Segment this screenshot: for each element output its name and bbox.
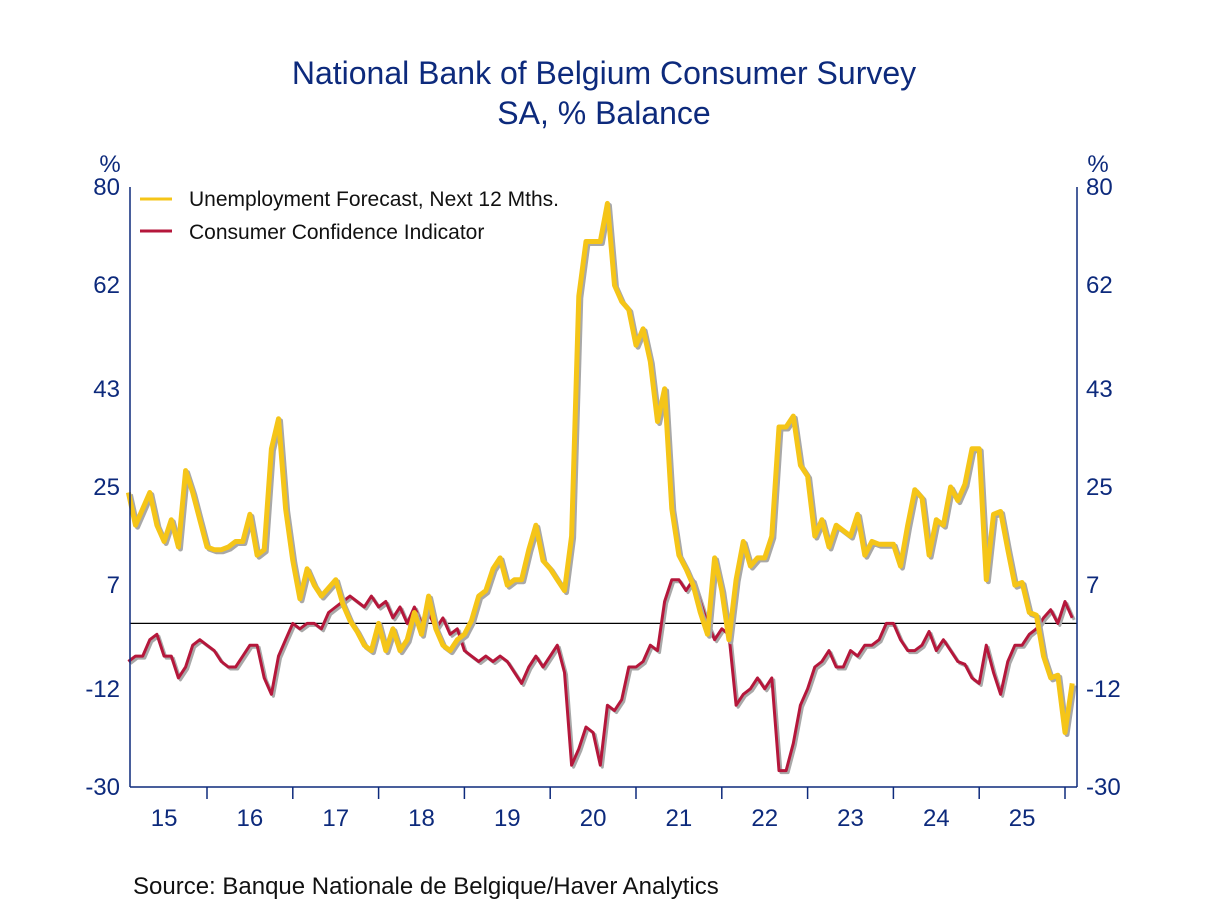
x-tick-label: 25 bbox=[1009, 805, 1036, 832]
series-group bbox=[125, 200, 1077, 775]
y-tick-label-left: 80 bbox=[93, 174, 120, 201]
chart-subtitle: SA, % Balance bbox=[497, 95, 710, 131]
y-tick-label-right: 43 bbox=[1086, 376, 1113, 403]
y-ticks-right: 80 62 43 25 7 -12 -30 bbox=[1086, 174, 1121, 801]
series-line-unemployment-forecast bbox=[125, 200, 1075, 735]
x-ticks: 15 16 17 18 19 20 21 22 23 24 25 bbox=[151, 787, 1066, 832]
y-tick-label-right: 80 bbox=[1086, 174, 1113, 201]
x-tick-label: 24 bbox=[923, 805, 950, 832]
chart-title: National Bank of Belgium Consumer Survey bbox=[292, 55, 916, 91]
x-tick-label: 19 bbox=[494, 805, 521, 832]
x-tick-label: 17 bbox=[322, 805, 349, 832]
y-tick-label-right: -30 bbox=[1086, 774, 1121, 801]
y-tick-label-left: -30 bbox=[85, 774, 120, 801]
y-tick-label-left: 43 bbox=[93, 376, 120, 403]
y-tick-label-left: 62 bbox=[93, 272, 120, 299]
x-tick-label: 18 bbox=[408, 805, 435, 832]
x-tick-label: 16 bbox=[237, 805, 264, 832]
y-tick-label-right: 7 bbox=[1086, 572, 1099, 599]
y-tick-label-left: 25 bbox=[93, 474, 120, 501]
y-axis-right-unit: % bbox=[1087, 151, 1108, 178]
y-axis-left-unit: % bbox=[99, 151, 120, 178]
x-tick-label: 23 bbox=[837, 805, 864, 832]
y-tick-label-right: 62 bbox=[1086, 272, 1113, 299]
series-line-consumer-confidence bbox=[127, 578, 1074, 773]
legend: Unemployment Forecast, Next 12 Mths. Con… bbox=[140, 188, 559, 244]
y-tick-label-right: 25 bbox=[1086, 474, 1113, 501]
legend-label-unemployment: Unemployment Forecast, Next 12 Mths. bbox=[189, 188, 559, 211]
x-tick-label: 15 bbox=[151, 805, 178, 832]
y-ticks-left: 80 62 43 25 7 -12 -30 bbox=[85, 174, 120, 801]
legend-label-confidence: Consumer Confidence Indicator bbox=[189, 221, 484, 244]
x-tick-label: 21 bbox=[666, 805, 693, 832]
y-tick-label-left: 7 bbox=[107, 572, 120, 599]
series-shadow-consumer-confidence bbox=[129, 580, 1076, 775]
y-tick-label-right: -12 bbox=[1086, 676, 1121, 703]
x-tick-label: 22 bbox=[751, 805, 778, 832]
source-note: Source: Banque Nationale de Belgique/Hav… bbox=[133, 873, 719, 900]
y-tick-label-left: -12 bbox=[85, 676, 120, 703]
x-tick-label: 20 bbox=[580, 805, 607, 832]
